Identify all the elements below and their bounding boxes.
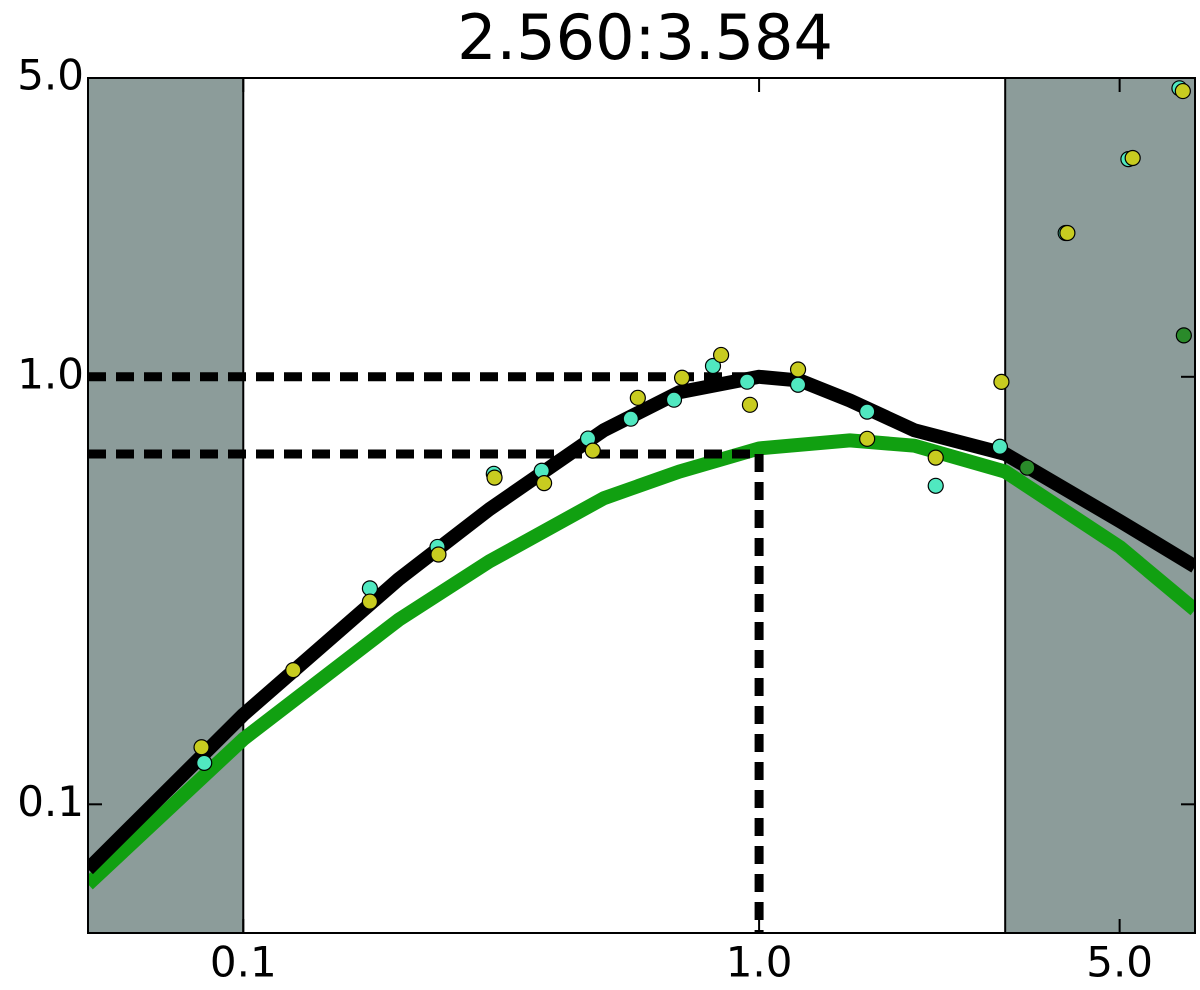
data-point (361, 593, 379, 610)
data-point (712, 346, 730, 364)
plot-frame (87, 77, 1196, 934)
model-curve (88, 433, 1195, 890)
data-point (486, 469, 503, 486)
data-point (673, 369, 691, 386)
data-point (196, 754, 213, 771)
data-point (535, 475, 553, 492)
data-point (789, 361, 807, 378)
data-point (927, 477, 944, 494)
data-point (1059, 224, 1076, 242)
plot-area (88, 78, 1195, 933)
x-tick-label: 1.0 (726, 938, 793, 987)
y-tick-label: 0.1 (17, 777, 84, 826)
data-point (1019, 459, 1036, 476)
data-point (629, 389, 646, 406)
x-tick-label: 0.1 (210, 938, 277, 987)
y-tick-label: 1.0 (17, 349, 84, 398)
data-point (584, 442, 601, 459)
data-point (741, 396, 759, 413)
x-tick-label: 5.0 (1086, 938, 1153, 987)
model-curve (88, 369, 1195, 875)
data-point (859, 403, 876, 420)
data-point (993, 373, 1010, 390)
data-point (193, 739, 210, 756)
data-point (1124, 149, 1141, 167)
data-point (991, 438, 1009, 455)
data-point (1174, 82, 1191, 100)
data-point (665, 391, 683, 408)
data-point (622, 410, 639, 427)
data-point (704, 357, 722, 375)
data-point (739, 373, 756, 390)
data-point (285, 662, 302, 679)
data-point (430, 546, 447, 563)
chart-title: 2.560:3.584 (457, 1, 833, 74)
data-point (789, 376, 807, 393)
y-tick-label: 5.0 (17, 51, 84, 100)
data-point (1175, 327, 1192, 344)
data-point (927, 449, 944, 466)
data-point (859, 430, 876, 447)
